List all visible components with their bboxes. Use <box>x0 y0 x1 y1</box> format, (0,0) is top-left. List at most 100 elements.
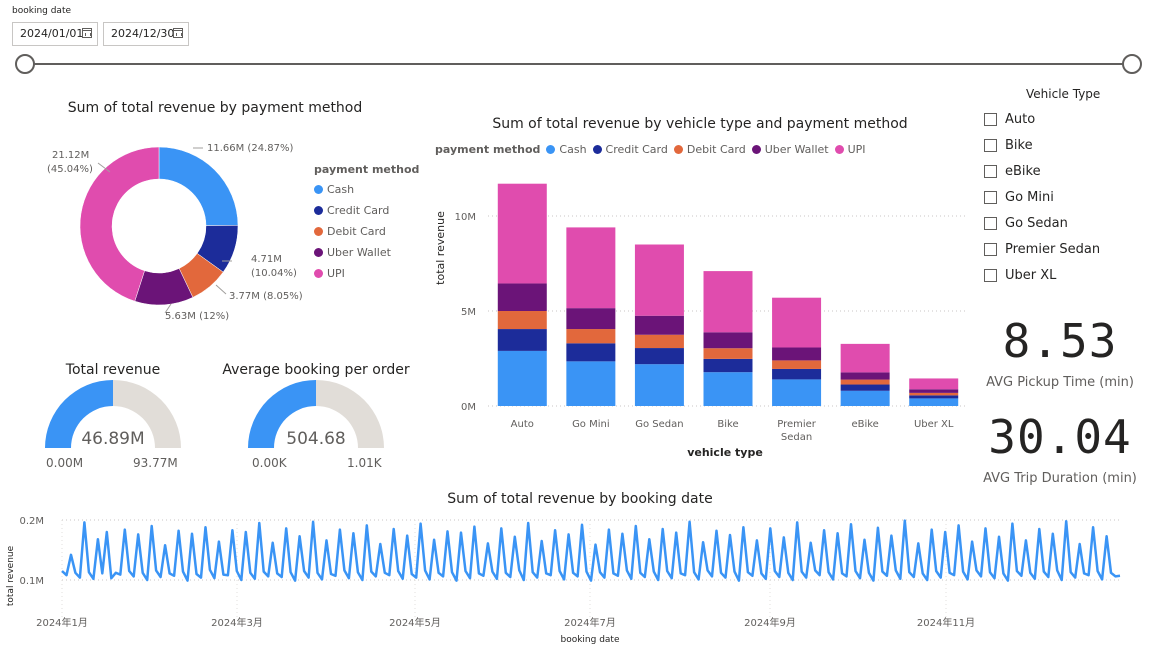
legend-item-credit-card[interactable]: Credit Card <box>314 204 419 217</box>
donut-slice-cash[interactable] <box>158 146 239 226</box>
y-tick-label: 5M <box>461 307 476 318</box>
legend-item-upi[interactable]: UPI <box>314 267 419 280</box>
checkbox[interactable] <box>984 165 997 178</box>
avg-trip-label: AVG Trip Duration (min) <box>983 471 1137 486</box>
option-label: Premier Sedan <box>1005 242 1101 257</box>
legend-label: Cash <box>559 143 587 156</box>
legend-item-debit-card[interactable]: Debit Card <box>314 225 419 238</box>
bar-segment-credit-card[interactable] <box>703 358 753 373</box>
bar-segment-uber-wallet[interactable] <box>840 372 890 380</box>
bar-segment-credit-card[interactable] <box>840 384 890 391</box>
bar-segment-cash[interactable] <box>634 364 684 406</box>
legend-item-uber-wallet[interactable]: Uber Wallet <box>751 143 829 156</box>
bar-segment-uber-wallet[interactable] <box>566 308 616 330</box>
legend-item-cash[interactable]: Cash <box>314 183 419 196</box>
bar-segment-debit-card[interactable] <box>772 360 822 369</box>
vehicle-option-uber-xl[interactable]: Uber XL <box>984 268 1056 283</box>
vehicle-option-go-mini[interactable]: Go Mini <box>984 190 1054 205</box>
donut-legend: payment method Cash Credit Card Debit Ca… <box>314 163 419 280</box>
bar-segment-uber-wallet[interactable] <box>703 332 753 349</box>
bar-segment-cash[interactable] <box>703 372 753 406</box>
bar-segment-upi[interactable] <box>703 271 753 333</box>
legend-title: payment method <box>314 163 420 176</box>
range-start-handle[interactable] <box>15 54 35 74</box>
calendar-icon[interactable] <box>82 28 92 38</box>
bar-segment-debit-card[interactable] <box>840 379 890 385</box>
donut-label-upi: 21.12M <box>52 150 89 161</box>
legend-item-credit-card[interactable]: Credit Card <box>592 143 668 156</box>
bar-segment-credit-card[interactable] <box>772 368 822 380</box>
x-tick-label: Bike <box>717 419 738 430</box>
option-label: eBike <box>1005 164 1041 179</box>
start-date-input[interactable]: 2024/01/01 <box>12 22 98 46</box>
legend-label: Uber Wallet <box>327 246 391 259</box>
bar-segment-upi[interactable] <box>497 183 547 284</box>
date-range-track[interactable] <box>24 63 1134 65</box>
vehicle-option-go-sedan[interactable]: Go Sedan <box>984 216 1068 231</box>
range-end-handle[interactable] <box>1122 54 1142 74</box>
bar-segment-cash[interactable] <box>497 350 547 406</box>
bar-segment-cash[interactable] <box>840 390 890 406</box>
bar-segment-credit-card[interactable] <box>566 343 616 362</box>
checkbox[interactable] <box>984 269 997 282</box>
bar-segment-debit-card[interactable] <box>909 392 959 396</box>
bar-segment-credit-card[interactable] <box>909 395 959 399</box>
legend-item-upi[interactable]: UPI <box>834 143 866 156</box>
bar-segment-credit-card[interactable] <box>497 329 547 351</box>
y-tick-label: 0.2M <box>19 516 44 527</box>
bar-segment-upi[interactable] <box>634 244 684 316</box>
bar-segment-cash[interactable] <box>772 379 822 406</box>
bar-segment-uber-wallet[interactable] <box>772 347 822 361</box>
gauge-value: 46.89M <box>81 429 144 449</box>
bar-segment-upi[interactable] <box>772 297 822 348</box>
bar-segment-credit-card[interactable] <box>634 348 684 365</box>
gauge-fill <box>248 380 316 448</box>
donut-slice-upi[interactable] <box>79 146 160 302</box>
calendar-icon[interactable] <box>173 28 183 38</box>
vehicle-option-bike[interactable]: Bike <box>984 138 1033 153</box>
gauge-value: 504.68 <box>286 429 345 449</box>
checkbox[interactable] <box>984 139 997 152</box>
legend-label: Credit Card <box>327 204 390 217</box>
legend-item-debit-card[interactable]: Debit Card <box>673 143 746 156</box>
bar-segment-cash[interactable] <box>909 398 959 406</box>
bar-segment-upi[interactable] <box>566 227 616 309</box>
bar-segment-uber-wallet[interactable] <box>497 283 547 311</box>
checkbox[interactable] <box>984 217 997 230</box>
legend-item-cash[interactable]: Cash <box>546 143 587 156</box>
legend-label: UPI <box>847 143 866 156</box>
x-tick-label: Go Sedan <box>635 419 683 430</box>
legend-item-uber-wallet[interactable]: Uber Wallet <box>314 246 419 259</box>
x-tick-label: 2024年7月 <box>564 616 616 629</box>
x-tick-label: 2024年5月 <box>389 616 441 629</box>
bar-segment-uber-wallet[interactable] <box>634 315 684 335</box>
bar-segment-debit-card[interactable] <box>703 348 753 359</box>
end-date-input[interactable]: 2024/12/30 <box>103 22 189 46</box>
bar-segment-upi[interactable] <box>909 378 959 390</box>
vehicle-option-auto[interactable]: Auto <box>984 112 1035 127</box>
checkbox[interactable] <box>984 113 997 126</box>
bar-segment-debit-card[interactable] <box>566 329 616 344</box>
vehicle-option-ebike[interactable]: eBike <box>984 164 1041 179</box>
donut-label-credit: 4.71M <box>251 254 282 265</box>
bar-segment-cash[interactable] <box>566 361 616 406</box>
legend-label: Debit Card <box>686 143 746 156</box>
bar-segment-debit-card[interactable] <box>634 334 684 349</box>
bar-chart-title: Sum of total revenue by vehicle type and… <box>492 116 908 132</box>
donut-label-credit-pct: (10.04%) <box>251 268 297 279</box>
vehicle-option-premier-sedan[interactable]: Premier Sedan <box>984 242 1100 257</box>
bar-x-labels: Auto Go Mini Go Sedan Bike Premier Sedan eBike… <box>511 419 954 443</box>
checkbox[interactable] <box>984 191 997 204</box>
vehicle-slicer-title: Vehicle Type <box>1026 87 1101 101</box>
avg-pickup-value: 8.53 <box>1002 314 1118 368</box>
legend-dot <box>751 145 761 154</box>
line-chart: total revenue booking date 0.1M 0.2M 2024年… <box>6 516 1121 645</box>
donut-label-debit: 3.77M (8.05%) <box>229 291 303 302</box>
bar-segment-debit-card[interactable] <box>497 311 547 330</box>
bar-segment-upi[interactable] <box>840 343 890 373</box>
checkbox[interactable] <box>984 243 997 256</box>
bar-segment-uber-wallet[interactable] <box>909 389 959 393</box>
option-label: Go Mini <box>1005 190 1054 205</box>
legend-title: payment method <box>435 143 541 156</box>
y-tick-label: 10M <box>455 212 476 223</box>
